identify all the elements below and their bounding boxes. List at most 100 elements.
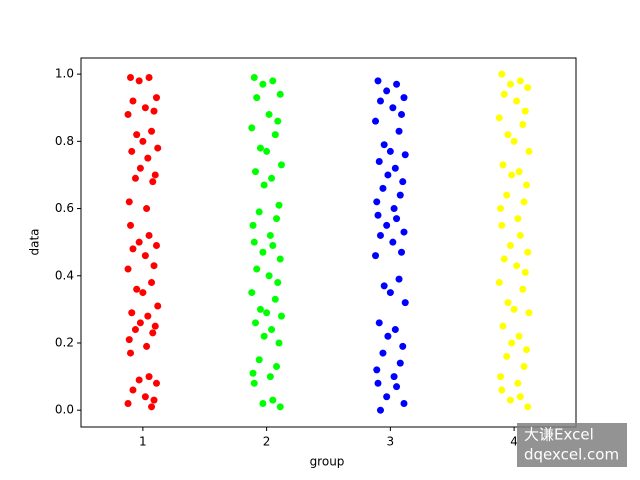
x-tick-label: 3	[387, 435, 395, 449]
point	[498, 70, 506, 78]
point	[152, 379, 160, 387]
point	[150, 396, 158, 404]
point	[400, 228, 408, 236]
point	[520, 363, 528, 371]
point	[400, 399, 408, 407]
point	[135, 238, 143, 246]
point	[143, 205, 151, 213]
point	[391, 326, 399, 334]
point	[525, 147, 533, 155]
x-tick-label: 4	[510, 435, 518, 449]
plot-frame	[80, 57, 577, 428]
point	[124, 265, 132, 273]
point	[127, 221, 134, 229]
point	[513, 97, 521, 105]
point	[383, 221, 391, 229]
point	[516, 231, 524, 239]
point	[373, 366, 381, 374]
point	[269, 242, 277, 250]
point	[277, 161, 285, 169]
point	[523, 346, 530, 354]
point	[400, 94, 408, 102]
point	[519, 285, 527, 293]
point	[379, 349, 387, 357]
point	[145, 373, 153, 381]
point	[373, 198, 381, 206]
point	[398, 248, 406, 256]
point	[127, 73, 134, 81]
point	[148, 403, 156, 411]
point	[503, 191, 511, 199]
point	[259, 399, 267, 407]
point	[497, 373, 505, 381]
point	[269, 396, 277, 404]
point	[255, 356, 263, 364]
point	[133, 131, 141, 139]
point	[154, 302, 162, 310]
point	[248, 289, 256, 297]
point	[380, 282, 388, 290]
point	[495, 278, 503, 286]
point	[253, 265, 261, 273]
point	[251, 319, 259, 327]
point	[504, 131, 512, 139]
point	[401, 151, 409, 159]
point	[263, 309, 271, 317]
point	[514, 215, 522, 223]
y-axis-label: data	[28, 228, 42, 255]
point	[136, 164, 144, 172]
point	[141, 393, 149, 401]
point	[151, 171, 159, 179]
point	[508, 171, 516, 179]
y-tick-label: 0.2	[55, 335, 74, 349]
point	[520, 198, 528, 206]
point	[131, 174, 139, 182]
point	[506, 242, 514, 250]
point	[519, 121, 527, 129]
point	[390, 205, 398, 213]
y-tick-label: 0.6	[55, 201, 74, 215]
point	[268, 326, 276, 334]
point	[151, 322, 159, 330]
point	[124, 399, 132, 407]
point	[374, 211, 382, 219]
point	[129, 97, 137, 105]
point	[398, 110, 406, 118]
point	[149, 329, 157, 337]
point	[396, 359, 404, 367]
point	[521, 268, 529, 276]
point	[500, 90, 508, 98]
point	[139, 137, 147, 145]
point	[260, 181, 268, 189]
y-tick-label: 0.4	[55, 268, 74, 282]
point	[508, 339, 516, 347]
point	[525, 309, 533, 317]
point	[251, 168, 259, 176]
point	[125, 198, 133, 206]
point	[372, 252, 380, 260]
point	[374, 379, 382, 387]
point	[271, 295, 279, 303]
point	[145, 73, 153, 81]
point	[515, 168, 523, 176]
point	[141, 252, 149, 260]
point	[250, 73, 258, 81]
point	[395, 127, 403, 135]
point	[513, 262, 521, 270]
point	[499, 322, 507, 330]
point	[506, 80, 514, 88]
point	[256, 305, 264, 313]
point	[150, 262, 158, 270]
point	[150, 107, 158, 115]
point	[152, 94, 160, 102]
point	[129, 386, 137, 394]
watermark-box	[517, 423, 627, 467]
point	[277, 312, 285, 320]
x-tick-label: 2	[263, 435, 271, 449]
point	[383, 87, 391, 95]
x-tick-label: 1	[139, 435, 147, 449]
point	[521, 107, 529, 115]
point	[274, 117, 282, 125]
y-tick-label: 0.8	[55, 134, 74, 148]
